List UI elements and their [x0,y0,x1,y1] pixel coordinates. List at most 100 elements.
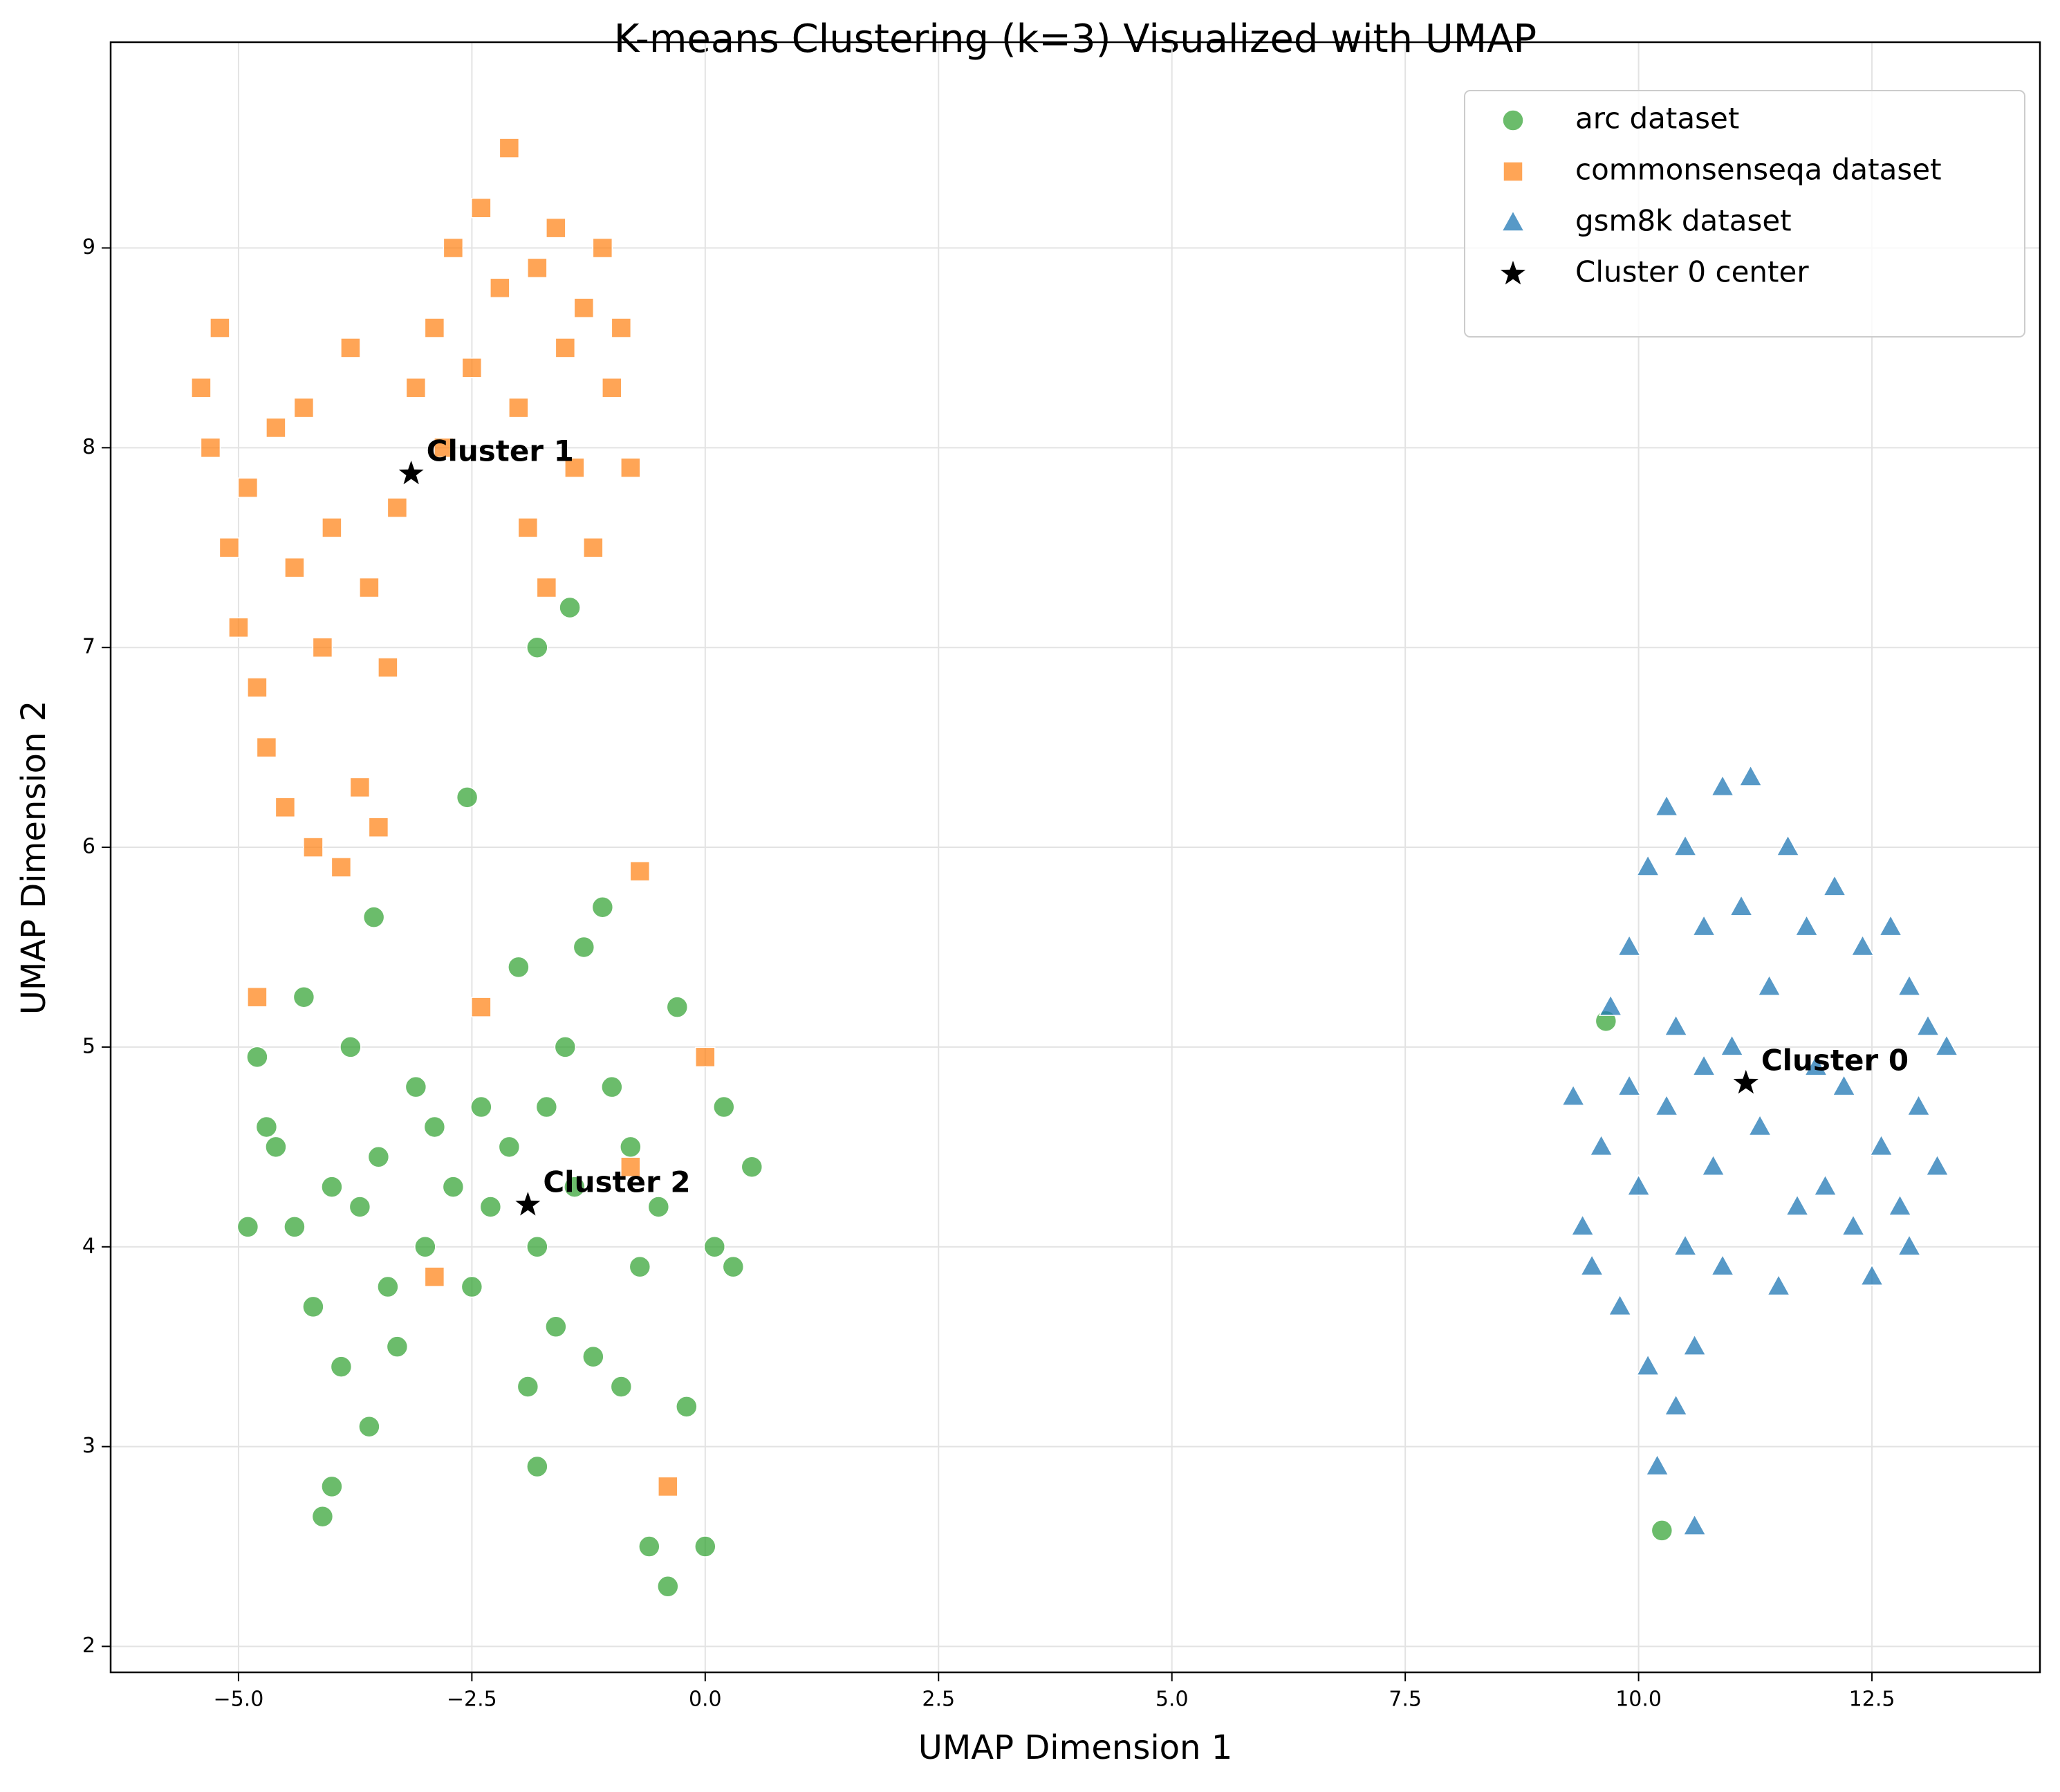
y-tick-label: 3 [82,1434,95,1458]
point [293,397,315,418]
point [1934,1034,1959,1056]
point [470,1096,492,1118]
point [405,1075,427,1098]
x-tick-label: 7.5 [1389,1688,1422,1712]
y-tick-label: 2 [82,1634,95,1658]
x-axis-label: UMAP Dimension 1 [918,1728,1233,1767]
point [456,786,479,809]
annotation: Cluster 0 [1761,1043,1909,1077]
legend: arc dataset commonsenseqa dataset gsm8k da… [1464,90,2025,338]
point [527,257,548,279]
y-tick-label: 4 [82,1234,95,1258]
point [461,1275,483,1298]
point [255,1116,278,1138]
point [247,986,268,1008]
point [602,377,622,398]
point [1651,1519,1673,1542]
point [377,1275,399,1298]
point [362,906,385,928]
point [526,636,548,658]
point [330,1356,353,1378]
point [620,457,641,478]
point [246,1046,268,1069]
point [284,1216,306,1238]
point [583,537,604,558]
point [1710,1254,1735,1276]
point [1654,1094,1679,1116]
point [1859,1264,1884,1286]
point [386,1336,409,1358]
axes-frame [109,41,2041,1674]
point [1598,994,1623,1016]
point [275,797,296,818]
point [1635,854,1660,876]
point [322,517,342,538]
y-tick-label: 7 [82,635,95,659]
point [703,1236,726,1258]
point [1701,1154,1725,1176]
point [554,1036,577,1058]
point [559,596,581,619]
point [1673,834,1698,856]
point [311,1505,334,1528]
point [1673,1234,1698,1256]
point [657,1576,679,1598]
point [247,677,268,698]
legend-marker [1502,109,1524,131]
point [1682,1333,1707,1356]
point [526,1236,548,1258]
point [312,637,333,658]
legend-label: gsm8k dataset [1575,204,1792,238]
point [1850,934,1875,957]
point [610,1376,633,1398]
y-axis-label: UMAP Dimension 2 [15,701,53,1015]
point [592,237,613,259]
annotation: Cluster 1 [427,434,574,468]
legend-marker [1500,261,1526,285]
point [564,1176,586,1198]
point [620,1156,641,1177]
plot-area [191,138,1959,1598]
annotation: Cluster 2 [543,1165,690,1199]
point [1589,1134,1613,1156]
point [265,1136,287,1158]
point [517,1376,539,1398]
point [321,1176,343,1198]
point [1897,1234,1922,1256]
point [535,1096,558,1118]
point [368,817,389,838]
x-tick-label: 5.0 [1156,1688,1189,1712]
point [629,1255,651,1278]
point [676,1396,698,1418]
point [236,1216,259,1238]
point [1635,1354,1660,1376]
point [349,1196,371,1218]
point [331,857,352,878]
point [414,1236,436,1258]
point [498,1136,521,1158]
point [515,1192,541,1216]
legend-label: commonsenseqa dataset [1575,153,1942,187]
point [1785,1194,1810,1216]
point [1794,914,1819,936]
point [1733,1069,1759,1094]
x-tick-label: 12.5 [1849,1688,1895,1712]
point [1608,1293,1632,1316]
point [526,1455,548,1478]
point [1888,1194,1912,1216]
point [1766,1273,1791,1296]
point [1710,774,1735,797]
point [228,617,249,638]
point [564,457,585,478]
point [266,417,286,438]
chart-title: K-means Clustering (k=3) Visualized with… [614,17,1537,62]
point [1776,834,1800,856]
point [210,317,230,338]
point [442,1176,465,1198]
point [647,1196,670,1218]
point [1813,1174,1837,1196]
point [367,1146,390,1168]
point [1561,1084,1586,1106]
point [471,997,492,1017]
